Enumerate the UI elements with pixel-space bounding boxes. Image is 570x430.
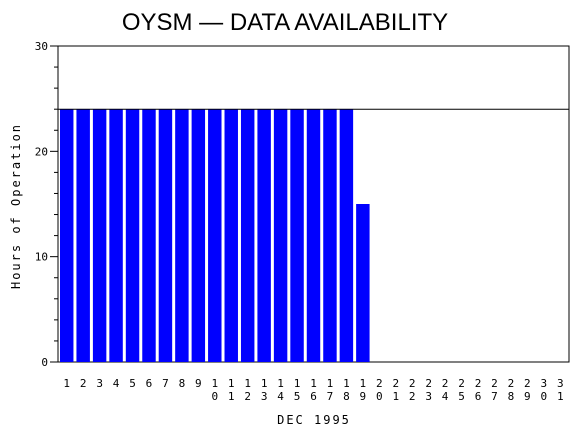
bar-day-6 xyxy=(142,109,156,362)
x-tick-label: 9 xyxy=(195,377,202,390)
x-tick-label: 2 xyxy=(80,377,87,390)
bar-day-4 xyxy=(109,109,123,362)
y-tick-label: 0 xyxy=(41,356,48,369)
x-tick-label: 1 xyxy=(63,377,70,390)
bar-day-1 xyxy=(60,109,74,362)
x-tick-label: 3 xyxy=(96,377,103,390)
x-tick-label: 4 xyxy=(113,377,120,390)
bar-day-15 xyxy=(290,109,304,362)
bar-day-9 xyxy=(191,109,206,362)
bar-day-13 xyxy=(257,109,271,362)
bar-day-16 xyxy=(306,109,321,362)
bar-day-17 xyxy=(323,109,337,362)
bar-day-10 xyxy=(208,109,222,362)
bar-day-8 xyxy=(175,109,189,362)
bar-day-18 xyxy=(339,109,354,362)
chart-title: OYSM — DATA AVAILABILITY xyxy=(122,9,448,36)
y-axis-label: Hours of Operation xyxy=(9,123,23,289)
bar-day-7 xyxy=(158,109,173,362)
y-tick-label: 30 xyxy=(35,40,48,53)
x-axis-label: DEC 1995 xyxy=(277,413,351,427)
x-tick-label: 7 xyxy=(162,377,169,390)
bar-day-19 xyxy=(356,204,370,362)
bar-day-2 xyxy=(76,109,90,362)
x-tick-label: 8 xyxy=(179,377,186,390)
bar-day-12 xyxy=(240,109,255,362)
bar-day-3 xyxy=(92,109,107,362)
y-tick-label: 20 xyxy=(35,145,48,158)
x-tick-label: 6 xyxy=(146,377,153,390)
y-tick-label: 10 xyxy=(35,251,48,264)
x-tick-label: 5 xyxy=(129,377,136,390)
bar-day-11 xyxy=(224,109,238,362)
bar-day-5 xyxy=(125,109,140,362)
bar-day-14 xyxy=(273,109,288,362)
